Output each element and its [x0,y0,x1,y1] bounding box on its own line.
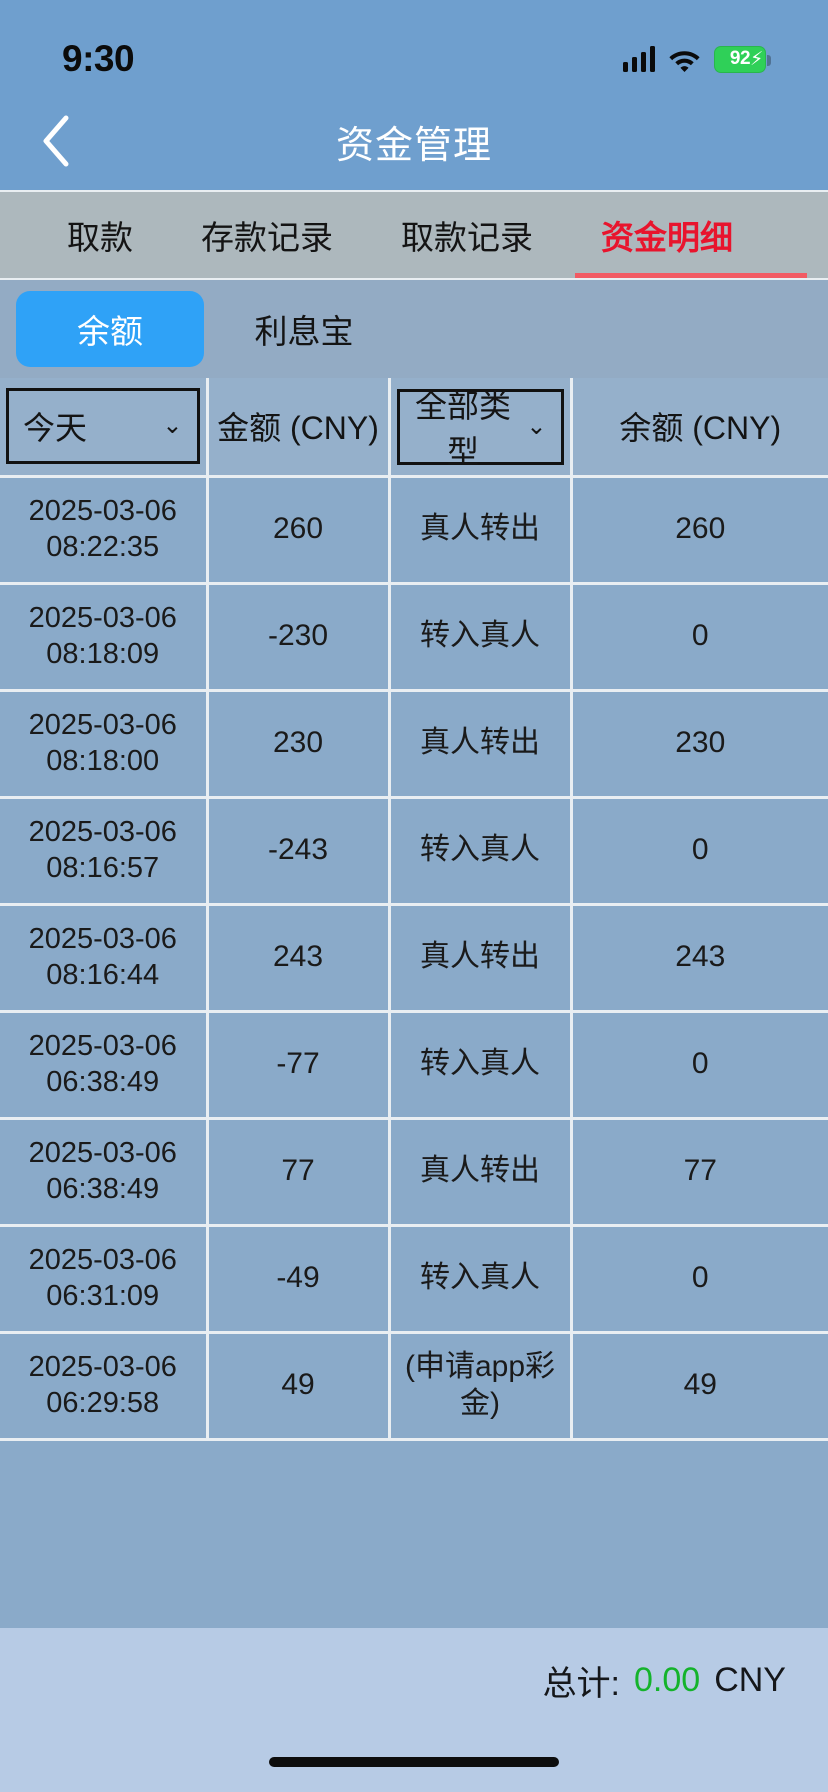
tab-cunkuan-partial[interactable]: 款 [0,192,33,278]
status-time: 9:30 [62,38,135,79]
transactions-table: 今天 ⌄ 金额 (CNY) 全部类型 ⌄ 余额 (CNY) 2025-03-06… [0,378,828,1441]
cell-amount: -230 [207,583,391,692]
cell-amount: -77 [207,1011,391,1120]
charging-bolt-icon: ⚡ [750,48,763,70]
home-indicator[interactable] [269,1757,559,1767]
battery-percent: 92 [729,48,751,69]
header-cell-date: 今天 ⌄ [0,378,209,478]
battery-charging-icon: 92 ⚡ [714,45,771,73]
date-range-select[interactable]: 今天 ⌄ [6,388,200,465]
table-row[interactable]: 2025-03-06 08:16:44 243 真人转出 243 [0,904,828,1013]
cell-datetime: 2025-03-06 08:16:44 [0,904,209,1013]
cell-amount: -243 [207,797,391,906]
cell-type: (申请app彩金) [389,1332,573,1441]
date-range-value: 今天 [23,410,88,447]
wifi-icon [668,47,701,72]
cell-type: 真人转出 [389,1118,573,1227]
cell-type: 转入真人 [389,583,573,692]
table-row[interactable]: 2025-03-06 08:18:00 230 真人转出 230 [0,690,828,799]
tab-qukuan[interactable]: 取款 [67,219,133,256]
cell-datetime: 2025-03-06 06:38:49 [0,1011,209,1120]
table-row[interactable]: 2025-03-06 08:22:35 260 真人转出 260 [0,476,828,585]
type-select[interactable]: 全部类型 ⌄ [396,388,564,470]
page-title: 资金管理 [335,124,492,167]
cell-balance: 77 [571,1118,828,1227]
tab-qukuan-jilu[interactable]: 取款记录 [401,219,533,256]
table-row[interactable]: 2025-03-06 06:38:49 -77 转入真人 0 [0,1011,828,1120]
sub-tab-bar[interactable]: 余额 利息宝 [0,278,828,378]
cell-datetime: 2025-03-06 06:31:09 [0,1225,209,1334]
type-value: 全部类型 [414,387,511,470]
cell-datetime: 2025-03-06 08:18:09 [0,583,209,692]
table-header-row: 今天 ⌄ 金额 (CNY) 全部类型 ⌄ 余额 (CNY) [0,378,828,478]
cell-balance: 243 [571,904,828,1013]
cell-amount: 49 [207,1332,391,1441]
table-row[interactable]: 2025-03-06 08:16:57 -243 转入真人 0 [0,797,828,906]
table-row[interactable]: 2025-03-06 06:29:58 49 (申请app彩金) 49 [0,1332,828,1441]
cell-datetime: 2025-03-06 06:29:58 [0,1332,209,1441]
total-currency: CNY [714,1660,786,1699]
cell-type: 真人转出 [389,904,573,1013]
cell-amount: 260 [207,476,391,585]
transactions-table-wrap: 今天 ⌄ 金额 (CNY) 全部类型 ⌄ 余额 (CNY) 2025-03-06… [0,378,828,1628]
header-cell-type: 全部类型 ⌄ [389,378,573,478]
cell-amount: 77 [207,1118,391,1227]
table-row[interactable]: 2025-03-06 08:18:09 -230 转入真人 0 [0,583,828,692]
cell-balance: 49 [571,1332,828,1441]
cell-datetime: 2025-03-06 08:22:35 [0,476,209,585]
total-footer: 总计: 0.00 CNY [0,1628,828,1732]
header-cell-balance: 余额 (CNY) [571,378,828,478]
cell-amount: 243 [207,904,391,1013]
subtab-lixibao[interactable]: 利息宝 [254,313,354,350]
tab-strip[interactable]: 款 取款 存款记录 取款记录 资金明细 [0,190,828,278]
status-bar: 9:30 92 ⚡ [0,0,828,92]
signal-bars-icon [622,46,655,72]
table-head: 今天 ⌄ 金额 (CNY) 全部类型 ⌄ 余额 (CNY) [0,378,828,478]
subtab-yue[interactable]: 余额 [16,291,204,367]
cell-balance: 0 [571,1225,828,1334]
cell-type: 转入真人 [389,1011,573,1120]
cell-type: 真人转出 [389,690,573,799]
tab-cunkuan-jilu[interactable]: 存款记录 [201,219,333,256]
cell-datetime: 2025-03-06 06:38:49 [0,1118,209,1227]
cell-balance: 0 [571,797,828,906]
cell-type: 转入真人 [389,797,573,906]
chevron-left-icon [43,115,69,167]
cell-type: 真人转出 [389,476,573,585]
cell-balance: 230 [571,690,828,799]
cell-balance: 0 [571,1011,828,1120]
header-cell-amount: 金额 (CNY) [207,378,391,478]
status-icons: 92 ⚡ [622,45,771,73]
tab-zijin-mingxi[interactable]: 资金明细 [567,192,807,278]
cell-amount: -49 [207,1225,391,1334]
total-value: 0.00 [634,1660,701,1699]
nav-bar: 资金管理 [0,92,828,190]
home-indicator-area [0,1732,828,1792]
cell-datetime: 2025-03-06 08:16:57 [0,797,209,906]
cell-balance: 260 [571,476,828,585]
cell-balance: 0 [571,583,828,692]
table-row[interactable]: 2025-03-06 06:31:09 -49 转入真人 0 [0,1225,828,1334]
cell-datetime: 2025-03-06 08:18:00 [0,690,209,799]
table-row[interactable]: 2025-03-06 06:38:49 77 真人转出 77 [0,1118,828,1227]
cell-amount: 230 [207,690,391,799]
cell-type: 转入真人 [389,1225,573,1334]
chevron-down-icon: ⌄ [162,412,183,440]
total-label: 总计: [542,1664,621,1703]
table-body: 2025-03-06 08:22:35 260 真人转出 260 2025-03-06 … [0,476,828,1441]
chevron-down-icon: ⌄ [526,412,547,440]
back-button[interactable] [24,109,88,173]
